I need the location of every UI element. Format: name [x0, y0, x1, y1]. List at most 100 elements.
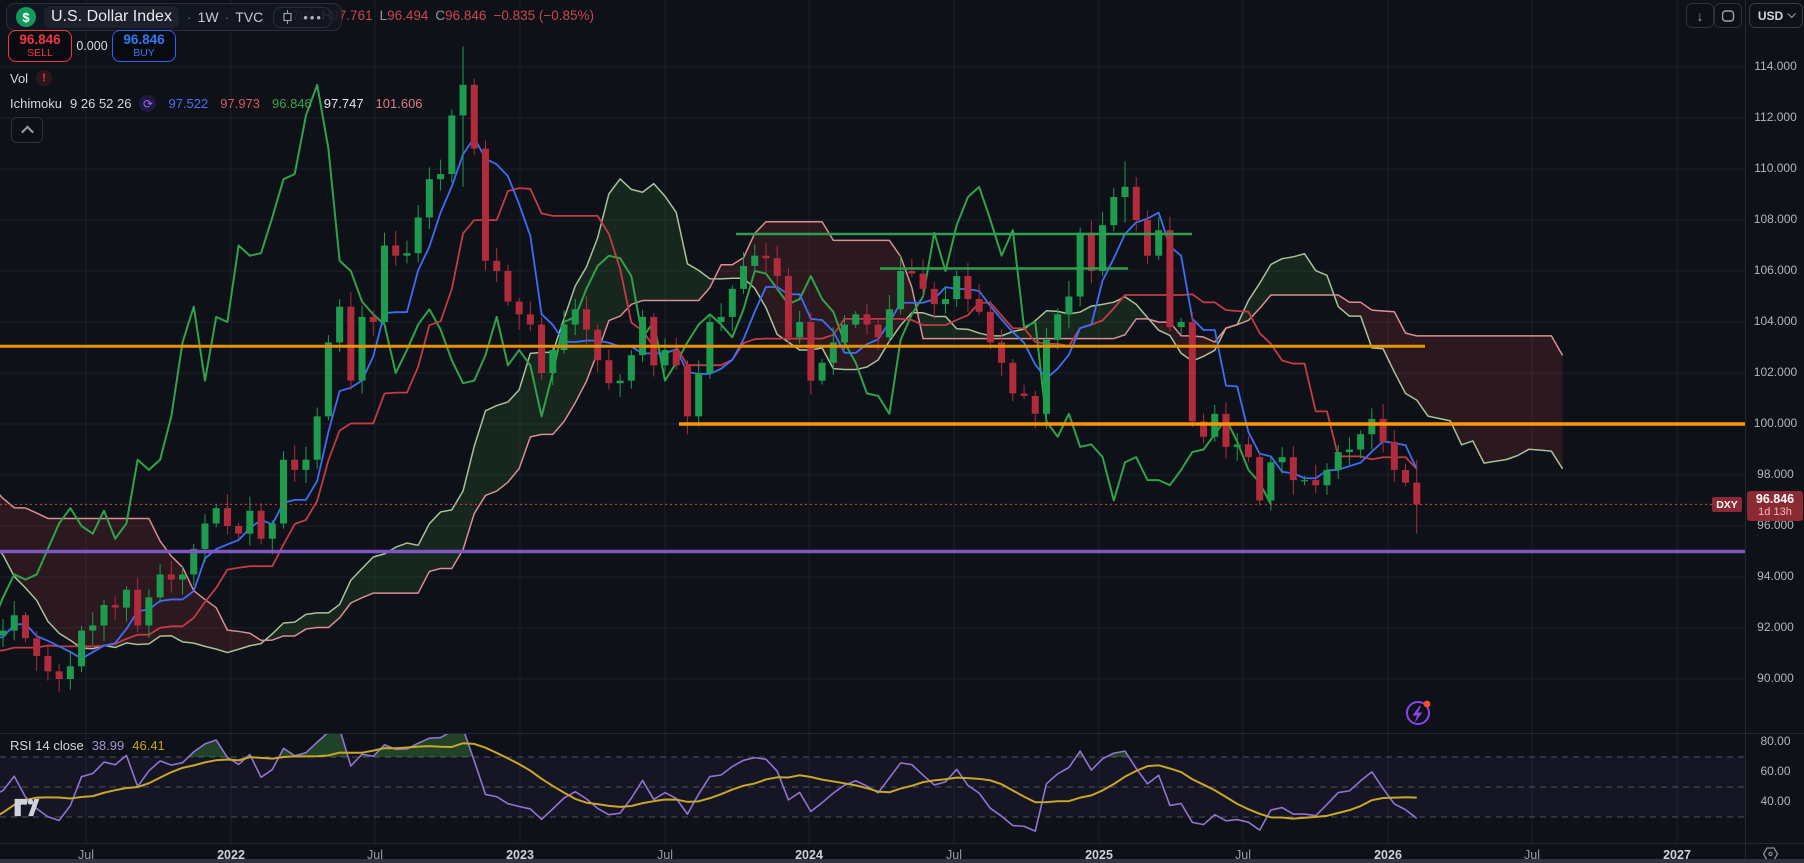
- collapse-legend-button[interactable]: [11, 117, 43, 143]
- candle-body: [403, 253, 411, 256]
- candle-body: [1020, 393, 1028, 396]
- candle-body: [1256, 457, 1264, 501]
- candle-body: [683, 365, 691, 417]
- time-axis[interactable]: Jul 2022 Jul 2023 Jul 2024 Jul 2025 Jul 2026 Jul 20…: [0, 844, 1745, 862]
- candle-body: [1177, 322, 1185, 328]
- candle-body: [897, 271, 905, 310]
- rsi-tick-label: 40.00: [1760, 794, 1791, 808]
- tradingview-logo[interactable]: [12, 798, 42, 817]
- candle-body: [841, 324, 849, 343]
- time-axis-separator: [0, 843, 1804, 844]
- candle-body: [942, 299, 949, 305]
- candle-body: [448, 115, 456, 175]
- symbol-header[interactable]: $ U.S. Dollar Index · 1W · TVC •••: [6, 3, 342, 31]
- candle-body: [66, 666, 74, 679]
- candle-body: [358, 316, 366, 381]
- price-tick-label: 102.000: [1753, 365, 1798, 379]
- volume-warning-icon[interactable]: !: [36, 70, 53, 86]
- rsi-ma-line: [0, 742, 1417, 820]
- rsi-tick-label: 60.00: [1760, 764, 1791, 778]
- candle-body: [1121, 186, 1129, 198]
- candle-body: [44, 656, 52, 672]
- more-options-icon[interactable]: •••: [303, 9, 323, 25]
- candle-body: [392, 245, 400, 256]
- senkou-a-value: 97.747: [323, 96, 364, 111]
- candle-body: [818, 362, 826, 381]
- candle-body: [324, 342, 332, 417]
- buy-button[interactable]: 96.846 BUY: [112, 30, 176, 62]
- trade-panel: 96.846 SELL 0.000 96.846 BUY: [8, 30, 176, 62]
- rsi-axis[interactable]: 80.00 60.00 40.00: [1746, 733, 1804, 843]
- candle-body: [1402, 469, 1410, 483]
- candle-body: [717, 316, 725, 322]
- chevron-down-icon: [1787, 9, 1797, 18]
- interval-label[interactable]: 1W: [197, 9, 219, 25]
- spread-value: 0.000: [76, 39, 108, 53]
- kijun-value: 97.973: [220, 96, 261, 111]
- candle-body: [0, 630, 7, 636]
- candle-body: [280, 459, 288, 524]
- candle-body: [1042, 339, 1050, 414]
- candle-body: [549, 350, 557, 373]
- volume-legend[interactable]: Vol !: [10, 70, 53, 86]
- price-tick-label: 106.000: [1753, 263, 1798, 277]
- chevron-up-icon: [20, 125, 34, 138]
- candle-body: [302, 459, 310, 470]
- candle-body: [1076, 232, 1084, 297]
- download-button[interactable]: ↓: [1686, 3, 1714, 28]
- candle-body: [1312, 480, 1320, 486]
- main-price-pane[interactable]: [0, 0, 1745, 733]
- candle-body: [381, 245, 388, 322]
- price-tick-label: 114.000: [1754, 59, 1797, 73]
- candle-body: [246, 510, 254, 534]
- symbol-name[interactable]: U.S. Dollar Index: [44, 6, 179, 28]
- rsi-legend[interactable]: RSI 14 close 38.99 46.41: [10, 738, 165, 753]
- symbol-logo-icon: $: [16, 7, 36, 27]
- candle-body: [1009, 362, 1017, 394]
- fullscreen-button[interactable]: [1714, 3, 1742, 28]
- ichimoku-values: 97.522 97.973 96.846 97.747 101.606: [168, 96, 422, 111]
- candle-body: [863, 314, 871, 325]
- candle-body: [1301, 480, 1309, 482]
- candle-body: [1188, 322, 1196, 422]
- ohlc-change: −0.835 (−0.85%): [493, 8, 595, 23]
- ichimoku-legend[interactable]: Ichimoku 9 26 52 26 ⟳ 97.522 97.973 96.8…: [10, 95, 423, 112]
- candle-body: [291, 459, 299, 470]
- candle-body: [616, 380, 624, 384]
- candle-body: [986, 311, 994, 343]
- candle-body: [560, 324, 568, 351]
- candle-body: [78, 630, 86, 667]
- price-tick-label: 108.000: [1753, 212, 1798, 226]
- price-tick-label: 100.000: [1753, 416, 1798, 430]
- sell-button[interactable]: 96.846 SELL: [8, 30, 72, 62]
- time-label-month: Jul: [367, 848, 383, 862]
- time-label-year: 2026: [1374, 848, 1402, 862]
- candle-body: [627, 355, 635, 381]
- candle-body: [425, 179, 433, 218]
- rsi-pane[interactable]: [0, 733, 1745, 843]
- candle-body: [807, 322, 815, 381]
- candle-body: [100, 605, 108, 626]
- candle-body: [55, 671, 63, 679]
- candle-body: [1233, 444, 1241, 447]
- time-label-month: Jul: [946, 848, 962, 862]
- pane-separator[interactable]: [0, 733, 1804, 734]
- chart-style-tools[interactable]: •••: [273, 6, 332, 28]
- candle-body: [1132, 186, 1140, 220]
- candle-body: [437, 174, 445, 180]
- candle-body: [235, 526, 243, 534]
- price-tick-label: 90.000: [1757, 671, 1794, 685]
- rsi-name: RSI 14 close: [10, 738, 84, 753]
- currency-dropdown[interactable]: USD: [1749, 3, 1803, 28]
- candle-body: [504, 271, 512, 302]
- price-axis[interactable]: 114.000 112.000 110.000 108.000 106.000 104.0…: [1746, 0, 1804, 843]
- time-label-year: 2024: [795, 848, 823, 862]
- candle-body: [111, 605, 119, 608]
- time-label-month: Jul: [657, 848, 673, 862]
- candle-body: [268, 523, 276, 539]
- candle-style-icon[interactable]: [282, 10, 293, 24]
- time-label-month: Jul: [1235, 848, 1251, 862]
- boost-lightning-icon[interactable]: [1402, 696, 1436, 730]
- candle-body: [1155, 230, 1163, 256]
- candle-body: [605, 360, 613, 384]
